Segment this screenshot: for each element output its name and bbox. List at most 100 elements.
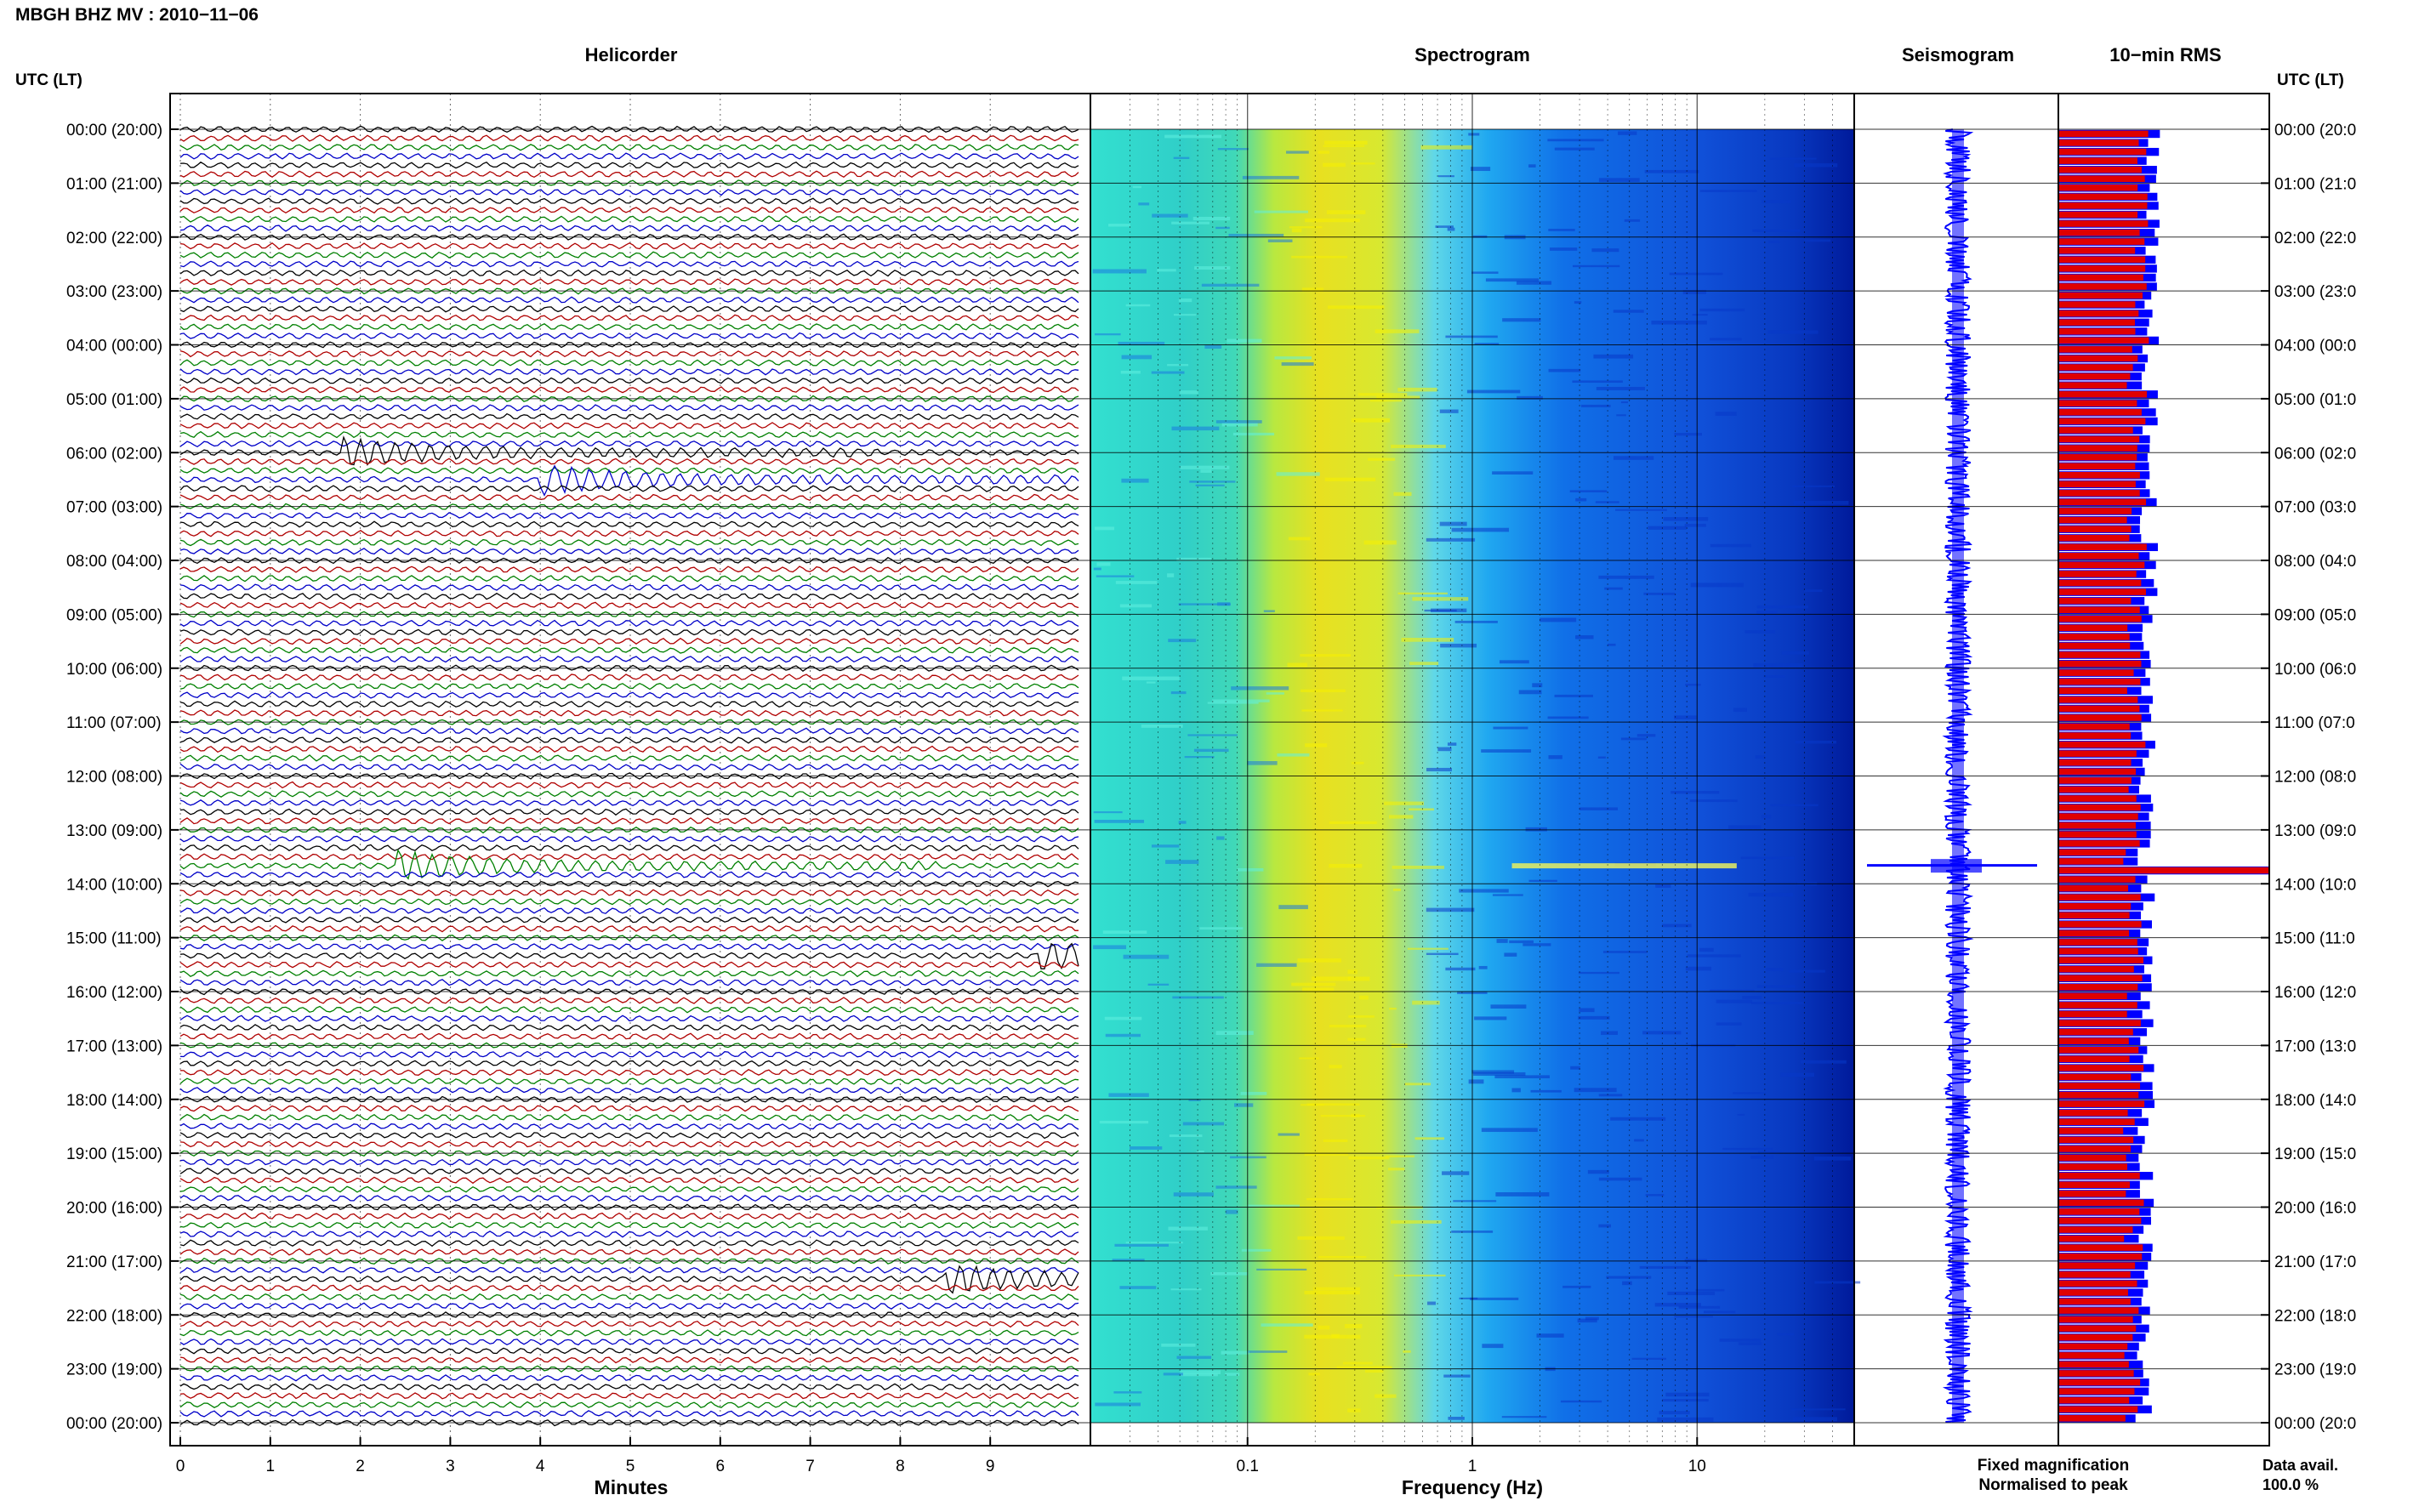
spectrogram-streak [1180, 1370, 1221, 1375]
spectrogram-streak [1813, 1157, 1852, 1161]
helicorder-trace [179, 1265, 1079, 1294]
spectrogram-streak [1171, 221, 1210, 225]
spectrogram-streak [1662, 1398, 1709, 1402]
helicorder-trace [179, 1266, 1079, 1274]
rms-bar-normalised [2058, 624, 2128, 632]
spectrogram-streak [1308, 1373, 1320, 1376]
spectrogram-streak [1291, 982, 1336, 986]
spectrogram-streak [1409, 808, 1434, 811]
spectrogram-streak [1184, 756, 1215, 759]
time-label-right: 23:00 (19:0 [2274, 1361, 2356, 1379]
rms-bar-normalised [2058, 1271, 2131, 1278]
spectrogram-streak [1104, 1016, 1142, 1020]
helicorder-trace [179, 583, 1079, 591]
spectrogram-streak [1639, 1265, 1691, 1269]
rms-bar-normalised [2058, 1163, 2128, 1170]
rms-bar-normalised [2058, 1109, 2128, 1117]
helicorder-trace [179, 997, 1079, 1004]
rms-bar-normalised [2058, 696, 2138, 703]
spectrogram-streak [1642, 1031, 1682, 1035]
spectrogram-streak [1549, 247, 1578, 251]
spectrogram-streak [1196, 1151, 1204, 1153]
spectrogram-streak [1439, 409, 1459, 413]
rms-bar-normalised [2058, 157, 2137, 164]
spectrogram-streak [1654, 1303, 1701, 1307]
spectrogram-streak [1662, 924, 1692, 928]
rms-bar-normalised [2058, 1145, 2132, 1152]
rms-bar-normalised [2058, 1020, 2141, 1026]
rms-bar-normalised [2058, 1289, 2128, 1296]
spectrogram-streak [1767, 241, 1780, 243]
spectrogram-streak [1161, 1343, 1196, 1347]
rms-bar-normalised [2058, 1208, 2140, 1215]
rms-bar-normalised [2058, 355, 2138, 362]
rms-bar-normalised [2058, 831, 2137, 838]
utc-header-left: UTC (LT) [15, 71, 83, 89]
spectrogram-streak [1138, 202, 1150, 206]
spectrogram-streak [1581, 404, 1611, 407]
spectrogram-streak [1426, 952, 1459, 956]
spectrogram-streak [1610, 1117, 1666, 1121]
spectrogram-streak [1225, 1209, 1238, 1214]
spectrogram-streak [1102, 930, 1147, 934]
helicorder-trace [179, 233, 1079, 241]
spectrogram-streak [1530, 1089, 1562, 1093]
time-label-left: 17:00 (13:00) [66, 1037, 162, 1055]
spectrogram-streak [1748, 892, 1794, 897]
spectrogram-streak [1176, 1356, 1212, 1359]
spectrogram-streak [1753, 662, 1803, 668]
helicorder-trace [179, 530, 1079, 537]
spectrogram-streak [1710, 543, 1751, 548]
spectrogram-streak [1728, 825, 1762, 829]
rms-bar-normalised [2058, 804, 2141, 811]
spectrogram-streak [1631, 1357, 1666, 1360]
spectrogram-streak [1195, 484, 1225, 486]
helicorder-trace [179, 1383, 1079, 1390]
spectrogram-streak [1146, 681, 1156, 684]
time-label-right: 15:00 (11:0 [2274, 930, 2355, 948]
rms-bar-normalised [2058, 1010, 2127, 1018]
spectrogram-streak [1710, 989, 1755, 992]
spectrogram-streak [1261, 1323, 1313, 1327]
spectrogram-streak [1256, 1268, 1307, 1270]
spectrogram-streak [1481, 749, 1532, 753]
rms-bar-normalised [2058, 238, 2145, 245]
seismogram-title: Seismogram [1902, 44, 2014, 65]
spectrogram-streak [1351, 162, 1375, 165]
time-label-left: 12:00 (08:00) [66, 769, 162, 787]
rms-bar-normalised [2058, 615, 2142, 622]
spectrogram-streak [1715, 412, 1737, 416]
spectrogram-streak [1228, 233, 1284, 237]
rms-bar-normalised [2058, 1181, 2131, 1188]
spectrogram-streak [1267, 239, 1293, 242]
helicorder-trace [179, 520, 1079, 529]
rms-bar-normalised [2058, 130, 2149, 138]
utc-header-right: UTC (LT) [2277, 71, 2344, 89]
helicorder-trace [179, 350, 1079, 358]
helicorder-title: Helicorder [585, 44, 678, 65]
spectrogram-streak [1141, 724, 1183, 728]
spectrogram-streak [1574, 301, 1582, 304]
time-label-right: 20:00 (16:0 [2274, 1200, 2356, 1218]
time-label-left: 05:00 (01:00) [66, 391, 162, 409]
spectrogram-streak [1200, 469, 1212, 473]
rms-bar-normalised [2058, 1361, 2129, 1368]
time-label-right: 08:00 (04:0 [2274, 553, 2356, 571]
minute-tick-label: 6 [716, 1458, 726, 1475]
spectrogram-streak [1692, 314, 1708, 316]
spectrogram-streak [1096, 575, 1135, 577]
helicorder-trace [179, 1293, 1079, 1301]
helicorder-trace [179, 464, 1079, 497]
spectrogram-streak [1448, 1417, 1465, 1420]
rms-bar-normalised [2058, 1055, 2130, 1063]
spectrogram-streak [1323, 162, 1346, 168]
x-axis-ticks: 0 1 2 3 4 5 6 7 8 9 0.1 1 10 [176, 1437, 1706, 1475]
spectrogram-streak [1237, 867, 1264, 872]
spectrogram-streak [1192, 216, 1231, 221]
spectrogram-title: Spectrogram [1414, 44, 1530, 65]
spectrogram-streak [1426, 537, 1476, 542]
rms-bar-normalised [2058, 723, 2130, 730]
spectrogram-streak [1232, 432, 1275, 436]
spectrogram-streak [1167, 364, 1189, 367]
spectrogram-streak [1152, 213, 1188, 218]
